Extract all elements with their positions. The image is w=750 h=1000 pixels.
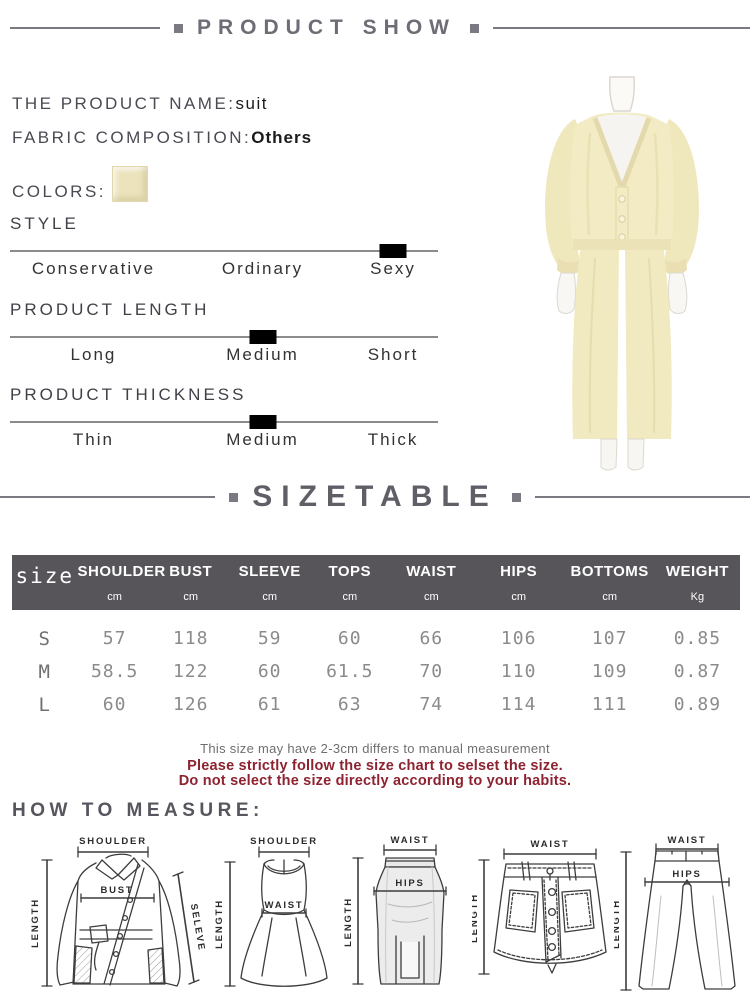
style-option: Ordinary (221, 259, 304, 278)
how-to-measure-title: HOW TO MEASURE: (12, 800, 264, 821)
sizetable-title: SIZETABLE (252, 480, 498, 513)
square-bullet-icon (511, 492, 521, 502)
divider-line (0, 496, 216, 498)
column-header: HIPS cm (500, 563, 538, 603)
fabric-value: Others (251, 128, 313, 147)
measure-diagram-pants: WAIST HIPS LENGTH (614, 835, 736, 991)
length-selector: PRODUCT LENGTH Long Medium Short (10, 300, 438, 365)
table-row: S 57 118 59 60 66 106 107 0.85 (38, 627, 722, 650)
measure-diagram-long-skirt: WAIST HIPS LENGTH (344, 835, 447, 985)
column-header: TOPS cm (328, 563, 372, 603)
mini-skirt-length-label: LENGTH (472, 893, 480, 943)
skirt-hips-label: HIPS (395, 878, 424, 889)
length-track (10, 330, 438, 344)
pants-hips-label: HIPS (672, 869, 701, 880)
mini-skirt-waist-label: WAIST (530, 839, 569, 850)
pants-length-label: LENGTH (614, 899, 622, 949)
length-option: Short (367, 345, 419, 364)
jacket-sleeve-label: SELEVE (188, 903, 207, 952)
size-notes: This size may have 2-3cm differs to manu… (0, 741, 750, 790)
skirt-waist-label: WAIST (390, 835, 429, 846)
pants-waist-label: WAIST (667, 835, 706, 846)
measure-diagram-dress: SHOULDER WAIST LENGTH (214, 836, 328, 987)
colors-label: COLORS: (12, 182, 107, 201)
style-label: STYLE (10, 214, 79, 233)
length-option: Medium (226, 345, 299, 364)
size-table-body: S 57 118 59 60 66 106 107 0.85 M 58.5 122 60 61.5 70 11… (12, 610, 740, 721)
table-row: L 60 126 61 63 74 114 111 0.89 (38, 693, 722, 716)
divider-line (534, 496, 750, 498)
style-option: Sexy (370, 259, 416, 278)
length-selected-marker (249, 330, 277, 344)
thickness-selected-marker (249, 415, 277, 429)
thickness-track (10, 415, 438, 429)
product-name-label: THE PRODUCT NAME: (12, 94, 236, 113)
style-option: Conservative (31, 259, 156, 278)
size-warning-1: Please strictly follow the size chart to… (187, 758, 563, 774)
thickness-option: Medium (226, 430, 299, 449)
column-header: WAIST cm (406, 563, 457, 603)
column-header: BOTTOMS cm (570, 563, 649, 603)
divider-line (10, 27, 160, 29)
colors-row: COLORS: (12, 166, 149, 202)
skirt-length-label: LENGTH (344, 897, 354, 947)
jacket-bust-label: BUST (100, 885, 133, 896)
style-selector: STYLE Conservative Ordinary Sexy (10, 214, 438, 279)
size-column-header: size (15, 564, 75, 588)
style-track (10, 244, 438, 258)
thickness-label: PRODUCT THICKNESS (10, 385, 247, 404)
product-photo (545, 76, 699, 471)
size-table-head: size SHOULDER cm BUST cm SLEEVE cm TOPS cm WAIST c… (12, 555, 740, 610)
square-bullet-icon (470, 23, 479, 33)
column-header: WEIGHT Kg (665, 563, 729, 603)
length-label: PRODUCT LENGTH (10, 300, 210, 319)
style-selected-marker (379, 244, 407, 258)
product-show-title: PRODUCT SHOW (197, 16, 456, 39)
jacket-shoulder-label: SHOULDER (79, 836, 147, 847)
fabric-row: FABRIC COMPOSITION:Others (12, 128, 312, 148)
column-header: SLEEVE cm (238, 563, 301, 603)
product-name-row: THE PRODUCT NAME:suit (12, 94, 268, 114)
sizetable-header: SIZETABLE (0, 480, 750, 514)
product-name-value: suit (235, 94, 269, 113)
size-table: size SHOULDER cm BUST cm SLEEVE cm TOPS cm WAIST c… (12, 555, 740, 721)
square-bullet-icon (229, 492, 239, 502)
product-show-header: PRODUCT SHOW (10, 16, 750, 40)
measure-diagram-jacket: SHOULDER BUST LENGTH SELEVE (30, 836, 207, 987)
color-swatch (112, 166, 149, 202)
thickness-selector: PRODUCT THICKNESS Thin Medium Thick (10, 385, 438, 450)
dress-shoulder-label: SHOULDER (250, 836, 318, 847)
thickness-option: Thin (72, 430, 114, 449)
jacket-length-label: LENGTH (30, 898, 41, 948)
divider-line (493, 27, 750, 29)
thickness-option: Thick (367, 430, 419, 449)
column-header: BUST cm (169, 563, 213, 603)
measure-diagram-mini-skirt: WAIST LENGTH (472, 839, 607, 975)
table-row: M 58.5 122 60 61.5 70 110 109 0.87 (38, 660, 722, 683)
column-header: SHOULDER cm (77, 563, 166, 603)
fabric-label: FABRIC COMPOSITION: (12, 128, 252, 147)
size-warning-2: Do not select the size directly accordin… (178, 773, 572, 790)
square-bullet-icon (174, 23, 183, 33)
dress-waist-label: WAIST (264, 900, 303, 911)
length-option: Long (70, 345, 117, 364)
dress-length-label: LENGTH (214, 899, 225, 949)
measurement-note: This size may have 2-3cm differs to manu… (200, 741, 550, 756)
